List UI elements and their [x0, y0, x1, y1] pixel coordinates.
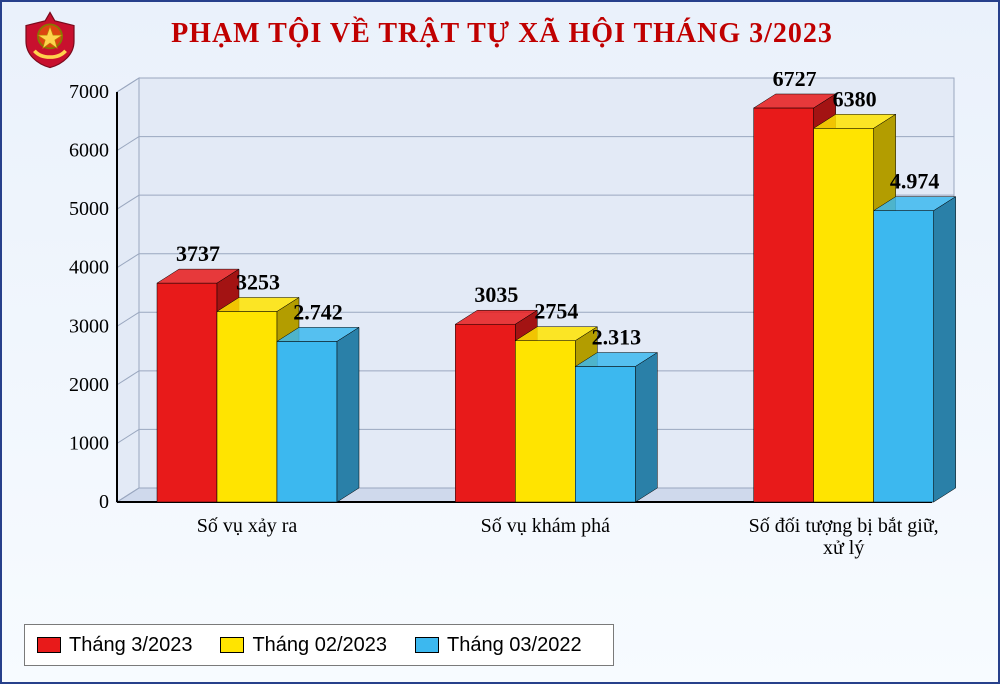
svg-text:2.742: 2.742 — [293, 299, 343, 324]
svg-text:0: 0 — [99, 491, 109, 513]
svg-text:6380: 6380 — [833, 86, 877, 111]
legend-swatch — [220, 637, 244, 653]
svg-text:3253: 3253 — [236, 269, 280, 294]
legend-label: Tháng 3/2023 — [69, 634, 192, 657]
chart-svg: 0 1000 2000 3000 4000 5000 6000 7000 3737 3253 2.7… — [62, 72, 962, 582]
svg-text:4.974: 4.974 — [890, 169, 940, 194]
legend: Tháng 3/2023 Tháng 02/2023 Tháng 03/2022 — [24, 624, 614, 666]
svg-text:xử lý: xử lý — [823, 537, 864, 559]
bar-chart: 0 1000 2000 3000 4000 5000 6000 7000 3737 3253 2.7… — [62, 72, 962, 572]
svg-text:7000: 7000 — [69, 81, 109, 103]
svg-text:6000: 6000 — [69, 140, 109, 162]
svg-text:Số đối tượng bị bắt giữ,: Số đối tượng bị bắt giữ, — [749, 515, 939, 537]
svg-text:5000: 5000 — [69, 198, 109, 220]
svg-text:2000: 2000 — [69, 374, 109, 396]
legend-item: Tháng 02/2023 — [220, 634, 387, 657]
legend-label: Tháng 02/2023 — [252, 634, 387, 657]
svg-text:1000: 1000 — [69, 432, 109, 454]
svg-text:2754: 2754 — [534, 299, 578, 324]
legend-item: Tháng 03/2022 — [415, 634, 582, 657]
chart-frame: PHẠM TỘI VỀ TRẬT TỰ XÃ HỘI THÁNG 3/2023 … — [0, 0, 1000, 684]
svg-text:3737: 3737 — [176, 241, 220, 266]
chart-title: PHẠM TỘI VỀ TRẬT TỰ XÃ HỘI THÁNG 3/2023 — [2, 18, 1000, 50]
legend-label: Tháng 03/2022 — [447, 634, 582, 657]
svg-text:Số vụ khám phá: Số vụ khám phá — [481, 515, 611, 537]
legend-swatch — [37, 637, 61, 653]
svg-text:Số vụ xảy ra: Số vụ xảy ra — [197, 515, 298, 537]
legend-item: Tháng 3/2023 — [37, 634, 192, 657]
svg-text:6727: 6727 — [773, 72, 817, 91]
legend-swatch — [415, 637, 439, 653]
svg-text:3035: 3035 — [474, 282, 518, 307]
svg-text:4000: 4000 — [69, 257, 109, 279]
svg-text:3000: 3000 — [69, 315, 109, 337]
svg-text:2.313: 2.313 — [592, 325, 642, 350]
